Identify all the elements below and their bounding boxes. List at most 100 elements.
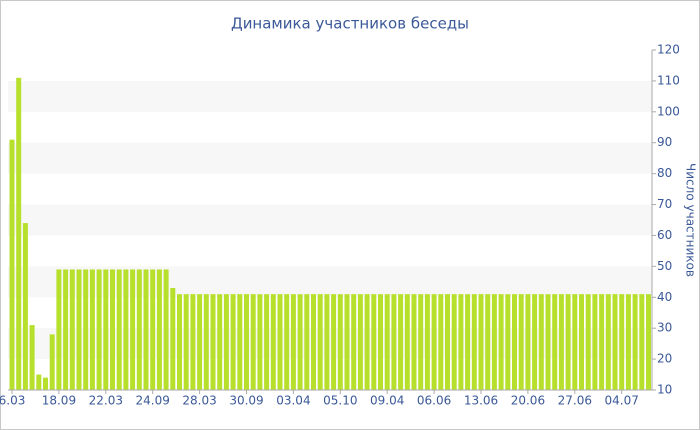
bar [170,288,176,390]
x-tick-label: 27.06 [558,394,592,408]
bar [398,294,404,390]
bar [485,294,491,390]
bar [304,294,310,390]
bar [123,269,129,390]
bar [264,294,270,390]
bar [424,294,430,390]
bar [277,294,283,390]
bar [351,294,357,390]
bar [391,294,397,390]
x-tick-label: 05.10 [323,394,357,408]
bar [625,294,631,390]
bar [36,374,42,390]
bar [43,377,48,390]
bar [237,294,243,390]
bar [210,294,216,390]
y-tick-label: 30 [657,321,672,335]
bar [538,294,544,390]
grid-band [8,328,652,360]
bar [110,269,115,390]
bar [177,294,182,390]
bar [69,269,75,390]
bar [190,294,196,390]
bar [156,269,162,390]
bar [357,294,363,390]
bar [223,294,229,390]
y-tick-label: 80 [657,166,672,180]
bar [136,269,142,390]
bar [257,294,263,390]
bar [143,269,149,390]
bar [619,294,625,390]
bar [150,269,156,390]
bar [29,325,35,390]
bar [565,294,571,390]
x-tick-label: 28.03 [182,394,216,408]
bar [197,294,203,390]
bar [532,294,538,390]
bar [56,269,62,390]
bar [518,294,524,390]
x-tick-label: 30.09 [229,394,263,408]
bar [632,294,638,390]
x-tick-label: 24.09 [136,394,170,408]
bar [431,294,437,390]
bar [545,294,551,390]
bar [478,294,484,390]
bar [311,294,316,390]
bar [250,294,256,390]
bar [646,294,651,390]
bar [183,294,189,390]
bar [505,294,511,390]
bar [297,294,303,390]
bar [558,294,564,390]
bar [130,269,136,390]
bar [163,269,169,390]
bar [572,294,578,390]
y-tick-label: 20 [657,352,672,366]
x-tick-label: 04.07 [605,394,639,408]
bar [525,294,531,390]
y-tick-label: 100 [657,104,680,118]
grid-band [8,142,652,174]
bar [331,294,337,390]
bar [579,294,584,390]
y-tick-label: 50 [657,259,672,273]
bar [16,77,22,391]
bar [465,294,471,390]
x-tick-label: 09.04 [370,394,404,408]
grid-band [8,204,652,236]
y-tick-label: 120 [657,43,680,57]
bar [230,294,236,390]
chart-title: Динамика участников беседы [231,15,469,33]
bar [418,294,424,390]
bar [324,294,330,390]
bar [22,223,28,390]
bar [378,294,383,390]
bar [103,269,109,390]
bar [639,294,645,390]
bar [552,294,558,390]
bar [244,294,249,390]
bar [76,269,82,390]
bar [89,269,95,390]
x-tick-label: 03.04 [276,394,310,408]
bar [585,294,591,390]
y-tick-label: 60 [657,228,672,242]
bar [317,294,323,390]
bar [438,294,444,390]
y-tick-label: 110 [657,73,680,87]
grid-band [8,80,652,112]
bar [458,294,464,390]
y-tick-label: 10 [657,383,672,397]
grid-band [8,266,652,298]
bar [284,294,290,390]
bar [384,294,390,390]
x-tick-label: 20.06 [511,394,545,408]
bar [49,334,55,390]
bar [290,294,296,390]
bar [83,269,89,390]
bar [491,294,497,390]
x-tick-label: 06.06 [417,394,451,408]
bar [9,139,15,390]
